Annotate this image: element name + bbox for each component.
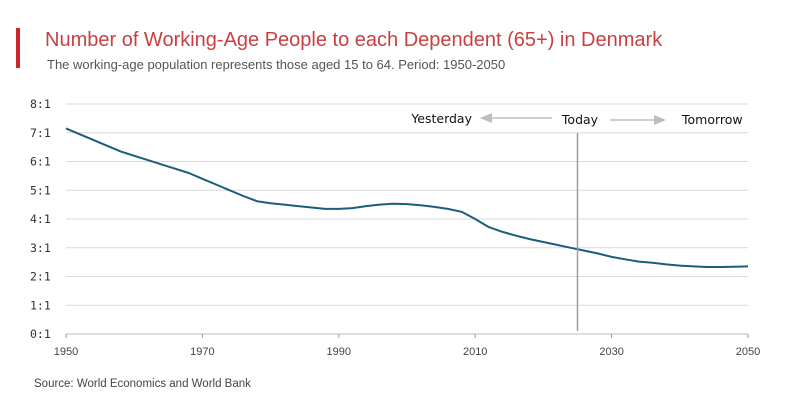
y-axis: 0:1 1:1 2:1 3:1 4:1 5:1 6:1 7:1 8:1 — [30, 97, 51, 341]
y-tick-label: 2:1 — [30, 270, 51, 284]
x-tick-label: 2050 — [736, 346, 760, 358]
x-tick-label: 1970 — [190, 346, 214, 358]
y-tick-label: 1:1 — [30, 298, 51, 312]
x-axis: 1950 1970 1990 2010 2030 2050 — [54, 334, 760, 358]
source-note: Source: World Economics and World Bank — [34, 378, 251, 390]
title-accent-bar — [16, 28, 20, 68]
yesterday-label: Yesterday — [410, 111, 472, 126]
y-tick-label: 7:1 — [30, 126, 51, 140]
tomorrow-label: Tomorrow — [681, 112, 743, 127]
today-label: Today — [561, 112, 599, 127]
x-tick-label: 2030 — [599, 346, 623, 358]
chart-title: Number of Working-Age People to each Dep… — [45, 29, 663, 51]
y-tick-label: 8:1 — [30, 97, 51, 111]
grid-lines — [66, 103, 748, 335]
x-tick-label: 1950 — [54, 346, 78, 358]
y-tick-label: 4:1 — [30, 212, 51, 226]
y-tick-label: 0:1 — [30, 327, 51, 341]
y-tick-label: 6:1 — [30, 155, 51, 169]
x-tick-label: 2010 — [463, 346, 487, 358]
x-tick-label: 1990 — [327, 346, 351, 358]
y-tick-label: 3:1 — [30, 241, 51, 255]
yesterday-arrowhead-icon — [480, 113, 492, 123]
series-line — [65, 127, 749, 268]
tomorrow-arrowhead-icon — [654, 115, 666, 125]
y-tick-label: 5:1 — [30, 183, 51, 197]
chart-subtitle: The working-age population represents th… — [47, 57, 506, 72]
